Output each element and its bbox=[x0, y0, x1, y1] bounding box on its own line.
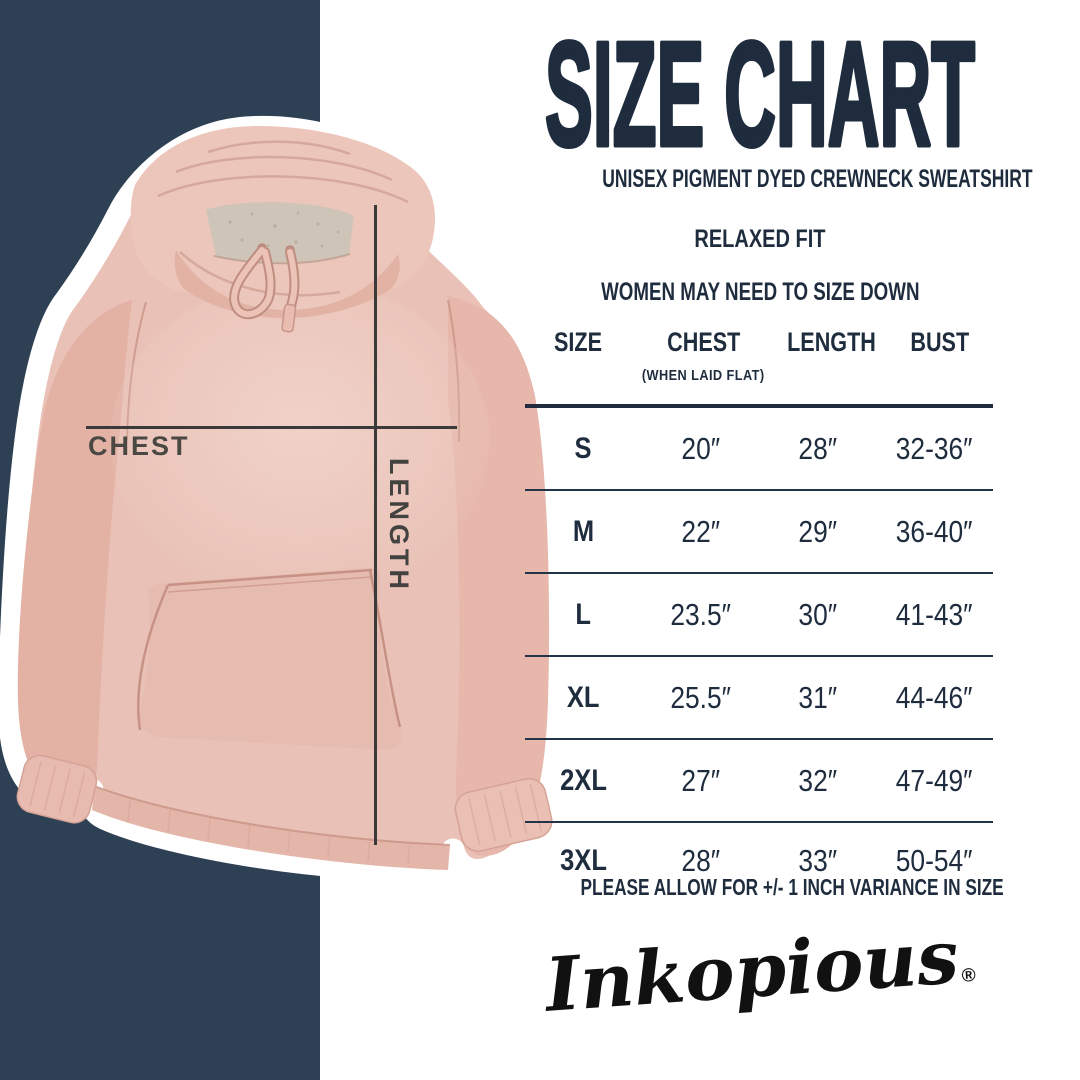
table-row-2xl: 2XL 27″ 32″ 47-49″ bbox=[525, 740, 993, 823]
cell-size: 2XL bbox=[560, 763, 607, 797]
page-title-art: SIZE CHART bbox=[543, 27, 978, 167]
cell-bust: 44-46″ bbox=[896, 679, 973, 715]
cell-bust: 41-43″ bbox=[896, 596, 973, 632]
right-cuff bbox=[454, 777, 553, 852]
size-table-header: SIZE CHEST (WHEN LAID FLAT) LENGTH BUST bbox=[525, 328, 993, 408]
subtitle-product: UNISEX PIGMENT DYED CREWNECK SWEATSHIRT bbox=[602, 165, 1033, 193]
hood-inner-lining bbox=[206, 202, 354, 262]
subtitle-fit: RELAXED FIT bbox=[694, 225, 826, 253]
fabric-highlight bbox=[110, 280, 490, 600]
pocket-left-stitch bbox=[137, 584, 170, 731]
cell-chest: 25.5″ bbox=[670, 679, 731, 715]
cell-chest: 22″ bbox=[681, 513, 720, 549]
cell-bust: 32-36″ bbox=[896, 430, 973, 466]
cell-size: 3XL bbox=[560, 844, 607, 877]
hem-ribbing bbox=[127, 799, 411, 865]
pocket-right-stitch bbox=[368, 569, 402, 728]
cell-chest: 20″ bbox=[681, 430, 720, 466]
cell-size: XL bbox=[567, 680, 600, 714]
table-row-3xl: 3XL 28″ 33″ 50-54″ bbox=[525, 823, 993, 899]
cell-length: 33″ bbox=[798, 843, 837, 878]
cell-bust: 50-54″ bbox=[896, 843, 973, 878]
cell-size: S bbox=[574, 431, 592, 465]
size-table: SIZE CHEST (WHEN LAID FLAT) LENGTH BUST … bbox=[525, 328, 993, 899]
pocket-top-stitch bbox=[167, 568, 373, 587]
cell-chest: 27″ bbox=[681, 762, 720, 798]
drawstrings bbox=[229, 243, 300, 333]
col-header-length: LENGTH bbox=[786, 327, 876, 357]
hood-fold-lines bbox=[157, 140, 409, 297]
chest-subnote: (WHEN LAID FLAT) bbox=[642, 367, 765, 384]
cell-size: M bbox=[572, 514, 595, 548]
subtitle-sizing-tip: WOMEN MAY NEED TO SIZE DOWN bbox=[600, 278, 920, 306]
variance-note: PLEASE ALLOW FOR +/- 1 INCH VARIANCE IN … bbox=[580, 874, 1004, 900]
pocket-top-stitch2 bbox=[167, 576, 372, 593]
kangaroo-pocket bbox=[139, 568, 402, 751]
cell-length: 31″ bbox=[798, 679, 837, 715]
table-row-xl: XL 25.5″ 31″ 44-46″ bbox=[525, 657, 993, 740]
hem-seam bbox=[93, 785, 451, 846]
chest-label: CHEST bbox=[88, 431, 190, 461]
registered-mark: ® bbox=[960, 964, 977, 987]
cell-length: 32″ bbox=[798, 762, 837, 798]
cell-length: 30″ bbox=[798, 596, 837, 632]
left-cuff bbox=[16, 754, 98, 824]
page-title: SIZE CHART bbox=[545, 27, 975, 167]
chest-measure-line bbox=[86, 426, 457, 429]
col-header-bust: BUST bbox=[910, 327, 970, 357]
cell-length: 28″ bbox=[798, 430, 837, 466]
table-row-m: M 22″ 29″ 36-40″ bbox=[525, 491, 993, 574]
cell-length: 29″ bbox=[798, 513, 837, 549]
col-header-chest: CHEST (WHEN LAID FLAT) bbox=[631, 328, 775, 390]
length-label: LENGTH bbox=[384, 458, 414, 593]
heather-speckle bbox=[228, 211, 340, 248]
neck-stitch bbox=[213, 253, 351, 265]
table-row-l: L 23.5″ 30″ 41-43″ bbox=[525, 574, 993, 657]
cell-chest: 23.5″ bbox=[670, 596, 731, 632]
length-measure-line bbox=[374, 205, 377, 845]
cell-size: L bbox=[575, 597, 592, 631]
col-header-size: SIZE bbox=[554, 327, 603, 357]
cell-chest: 28″ bbox=[681, 843, 720, 878]
cell-bust: 47-49″ bbox=[896, 762, 973, 798]
left-sleeve bbox=[17, 300, 133, 796]
cell-bust: 36-40″ bbox=[896, 513, 973, 549]
table-row-s: S 20″ 28″ 32-36″ bbox=[525, 408, 993, 491]
